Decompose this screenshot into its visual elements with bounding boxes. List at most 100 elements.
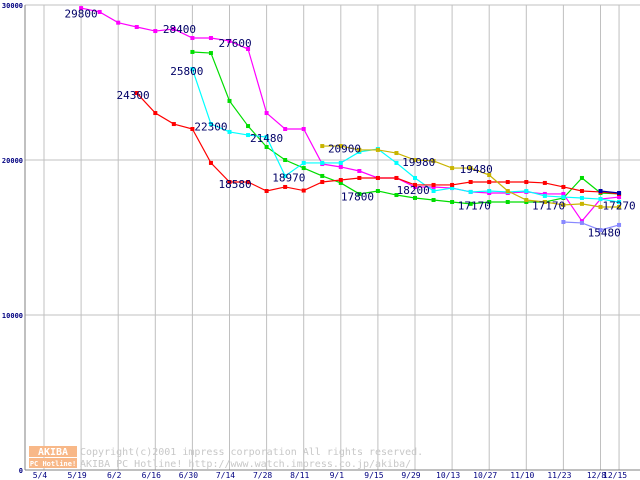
x-tick-label: 12/15 [603,471,627,480]
data-point-green [505,200,510,205]
data-label: 21480 [250,132,283,145]
series-line-periwinkle [563,221,620,231]
data-point-magenta [431,184,436,189]
data-point-cyan [598,197,603,202]
x-tick-label: 7/28 [253,471,272,480]
data-point-green [375,189,380,193]
data-point-olive [579,201,584,206]
data-point-red [227,180,232,185]
data-point-periwinkle [579,220,584,225]
data-point-green [283,158,288,162]
data-label: 28400 [163,23,196,36]
data-point-cyan [246,133,251,138]
data-point-red [208,160,213,165]
data-point-green [487,200,492,205]
data-point-green [301,166,306,171]
data-point-magenta [357,169,362,174]
data-point-cyan [208,122,213,127]
data-point-green [190,49,195,54]
data-point-magenta [116,20,121,25]
data-label: 18970 [272,172,305,185]
data-point-red [338,177,343,182]
data-point-magenta [153,29,158,34]
data-point-magenta [79,6,84,11]
data-point-olive [542,200,547,205]
data-point-olive [617,204,622,209]
y-tick-label: 0 [19,467,23,475]
data-point-green [431,197,436,202]
data-point-red [450,182,455,187]
data-point-periwinkle [561,220,566,224]
data-point-red [561,184,566,189]
annotations-group: 29800 28400 27600 25800 24300 22300 21480 18580… [65,7,636,239]
data-point-green [524,200,529,205]
data-point-cyan [487,189,492,193]
x-tick-label: 7/14 [216,471,235,480]
logo-bottom-box [29,458,77,468]
url-text: AKIBA PC Hotline! http://www.watch.impre… [80,459,411,470]
data-point-magenta [338,164,343,169]
data-point-magenta [190,36,195,41]
data-label: 18580 [219,178,252,191]
data-point-cyan [431,189,436,193]
data-point-green [357,191,362,196]
data-point-olive [487,173,492,178]
data-point-magenta [542,191,547,196]
data-point-red [320,180,325,185]
y-tick-label: 10000 [2,312,23,320]
data-label: 29800 [65,7,98,20]
data-point-olive [524,197,529,202]
data-point-olive [431,158,436,163]
data-point-cyan [561,195,566,200]
data-point-red [579,189,584,193]
data-point-red [283,184,288,189]
data-point-magenta [227,38,232,43]
data-label: 19480 [460,163,493,176]
copyright-text: Copyright(c)2001 impress corporation All… [80,447,423,458]
x-tick-label: 5/19 [67,471,86,480]
data-point-cyan [338,160,343,165]
data-point-cyan [394,160,399,165]
data-point-periwinkle [617,222,622,227]
data-point-olive [338,144,343,149]
y-tick-label: 30000 [2,2,23,10]
data-point-magenta [208,36,213,41]
data-label: 18200 [397,184,430,197]
data-point-red [301,188,306,193]
series-line-green [192,51,620,205]
x-tick-label: 6/30 [179,471,198,480]
logo-top-box [29,446,77,457]
data-point-cyan [264,135,269,140]
data-point-cyan [301,160,306,165]
data-label: 17170 [532,200,565,213]
data-point-cyan [524,189,529,193]
data-point-cyan [617,200,622,205]
data-label: 24300 [116,89,149,102]
data-point-magenta [561,191,566,196]
data-point-green [579,175,584,180]
data-point-magenta [134,25,139,30]
data-point-olive [468,166,473,171]
data-point-magenta [301,127,306,131]
data-point-magenta [246,47,251,52]
watermark: AKIBA PC Hotline! Copyright(c)2001 impre… [29,446,423,470]
data-point-olive [598,204,603,209]
data-point-magenta [283,127,288,131]
data-point-olive [394,151,399,156]
data-point-red [487,180,492,185]
x-tick-label: 10/27 [473,471,497,480]
x-tick-label: 12/8 [587,471,606,480]
data-point-green [264,144,269,149]
x-tick-label: 9/1 [330,471,345,480]
data-point-red [431,182,436,187]
data-point-red [524,180,529,185]
data-point-red [394,175,399,180]
grid [25,4,640,471]
data-point-red [413,182,417,187]
data-point-cyan [542,193,547,198]
data-label: 15480 [588,227,621,240]
logo-bottom-text: PC Hotline! [30,460,76,468]
data-point-cyan [227,129,232,134]
data-point-red [171,122,176,127]
series-line-cyan [191,68,620,203]
